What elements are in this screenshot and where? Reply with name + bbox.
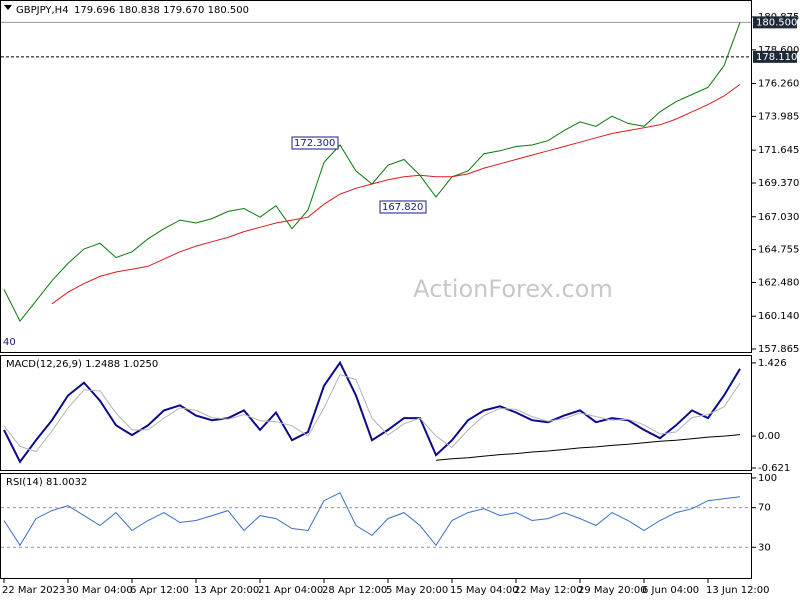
rsi-title: RSI(14) 81.0032: [6, 477, 87, 488]
x-tick-label: 22 Mar 2023: [2, 585, 65, 596]
series-line: [51, 83, 741, 305]
price-tag-label: 180.500: [756, 17, 797, 28]
price-panel: [0, 0, 752, 353]
y-tick-label: 173.985: [758, 111, 799, 122]
macd-panel: [0, 355, 752, 471]
y-tick-label: 178.600: [758, 45, 799, 56]
ohlc-values: 179.696 180.838 179.670 180.500: [74, 5, 249, 16]
y-tick-label: 169.370: [758, 178, 799, 189]
series-line: [435, 434, 741, 461]
annotation: 40: [3, 337, 16, 348]
x-tick-label: 28 Apr 12:00: [322, 585, 387, 596]
y-tick-label: 167.030: [758, 212, 799, 223]
rsi-panel: [0, 473, 752, 579]
price-tag: [753, 50, 797, 63]
y-tick-label: 70: [758, 503, 771, 514]
x-tick-label: 21 Apr 04:00: [258, 585, 323, 596]
price-tag-label: 178.110: [756, 52, 797, 63]
chart-title: GBPJPY,H4: [16, 5, 69, 16]
x-tick-label: 15 May 04:00: [450, 585, 519, 596]
series-line: [3, 373, 741, 453]
annotation: 172.300: [294, 138, 335, 149]
y-tick-label: 176.260: [758, 79, 799, 90]
x-tick-label: 30 Mar 04:00: [66, 585, 133, 596]
macd-title: MACD(12,26,9) 1.2488 1.0250: [6, 359, 158, 370]
y-tick-label: 162.480: [758, 277, 799, 288]
x-tick-label: 13 Apr 20:00: [194, 585, 259, 596]
y-tick-label: 160.140: [758, 311, 799, 322]
x-tick-label: 6 Jun 04:00: [642, 585, 699, 596]
y-tick-label: 30: [758, 542, 771, 553]
header-arrow: [4, 5, 12, 10]
y-tick-label: 157.865: [758, 344, 799, 355]
y-tick-label: 0.00: [758, 431, 780, 442]
price-tag: [753, 16, 797, 29]
x-tick-label: 13 Jun 12:00: [706, 585, 770, 596]
series-line: [3, 360, 741, 464]
x-tick-label: 6 Apr 12:00: [130, 585, 189, 596]
annotation-box: [379, 200, 427, 214]
y-tick-label: 171.645: [758, 145, 799, 156]
annotation: 167.820: [382, 202, 423, 213]
y-tick-label: -0.621: [758, 463, 790, 474]
y-tick-label: 1.426: [758, 358, 787, 369]
watermark: ActionForex.com: [413, 275, 613, 303]
annotation-box: [291, 136, 339, 150]
y-tick-label: 164.755: [758, 245, 799, 256]
x-tick-label: 5 May 20:00: [386, 585, 448, 596]
y-tick-label: 100: [758, 473, 777, 484]
x-tick-label: 22 May 12:00: [514, 585, 583, 596]
series-line: [3, 492, 741, 547]
x-tick-label: 29 May 20:00: [578, 585, 647, 596]
